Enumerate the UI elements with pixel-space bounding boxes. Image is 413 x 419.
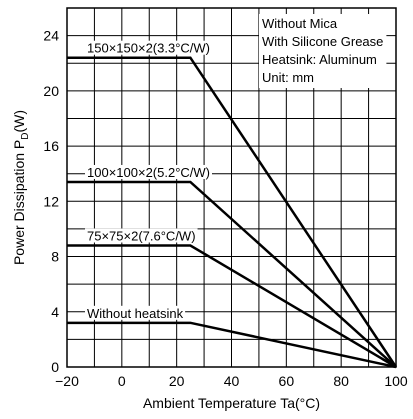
y-tick-label-6: 24 [43, 28, 59, 44]
y-axis-title: Power Dissipation PD(W) [11, 110, 31, 265]
series-label-bg-2 [85, 228, 198, 243]
series-label-0: 150×150×2(3.3°C/W) [87, 41, 210, 56]
series-line-3 [67, 321, 397, 369]
x-tick-label-0: −20 [55, 373, 79, 389]
y-tick-label-0: 0 [51, 359, 59, 375]
x-tick-label-4: 60 [279, 373, 295, 389]
plot-frame [66, 7, 397, 368]
series-layer [67, 56, 398, 369]
series-label-2: 75×75×2(7.6°C/W) [87, 228, 196, 243]
x-tick-label-3: 40 [224, 373, 240, 389]
series-label-3: Without heatsink [87, 306, 184, 321]
y-axis-title-main: Power Dissipation P [11, 140, 27, 265]
x-axis-title: Ambient Temperature Ta(°C) [143, 395, 320, 411]
y-tick-label-1: 4 [51, 304, 59, 320]
y-axis-title-unit: (W) [11, 110, 27, 133]
x-tick-label-1: 0 [118, 373, 126, 389]
x-tick-label-5: 80 [333, 373, 349, 389]
series-label-bg-0 [85, 40, 212, 55]
annotation-unit: Unit: mm [262, 70, 314, 85]
label-layer: 150×150×2(3.3°C/W) 100×100×2(5.2°C/W) 75×7… [85, 40, 212, 321]
annotation-heatsink-material: Heatsink: Aluminum [262, 52, 377, 67]
y-axis-title-subscript: D [20, 133, 31, 140]
y-tick-label-5: 20 [43, 83, 59, 99]
y-tick-label-3: 12 [43, 193, 59, 209]
x-tick-label-2: 20 [169, 373, 185, 389]
series-line-0 [67, 56, 398, 368]
annotation-silicone-grease: With Silicone Grease [262, 34, 383, 49]
y-tick-label-2: 8 [51, 249, 59, 265]
x-tick-label-6: 100 [384, 373, 408, 389]
series-line-1 [67, 180, 397, 368]
annotation-without-mica: Without Mica [262, 16, 338, 31]
series-line-2 [67, 244, 397, 369]
y-tick-label-4: 16 [43, 138, 59, 154]
annotation-box [259, 14, 387, 88]
series-label-bg-3 [85, 305, 186, 320]
series-label-bg-1 [85, 164, 212, 179]
series-label-1: 100×100×2(5.2°C/W) [87, 165, 210, 180]
